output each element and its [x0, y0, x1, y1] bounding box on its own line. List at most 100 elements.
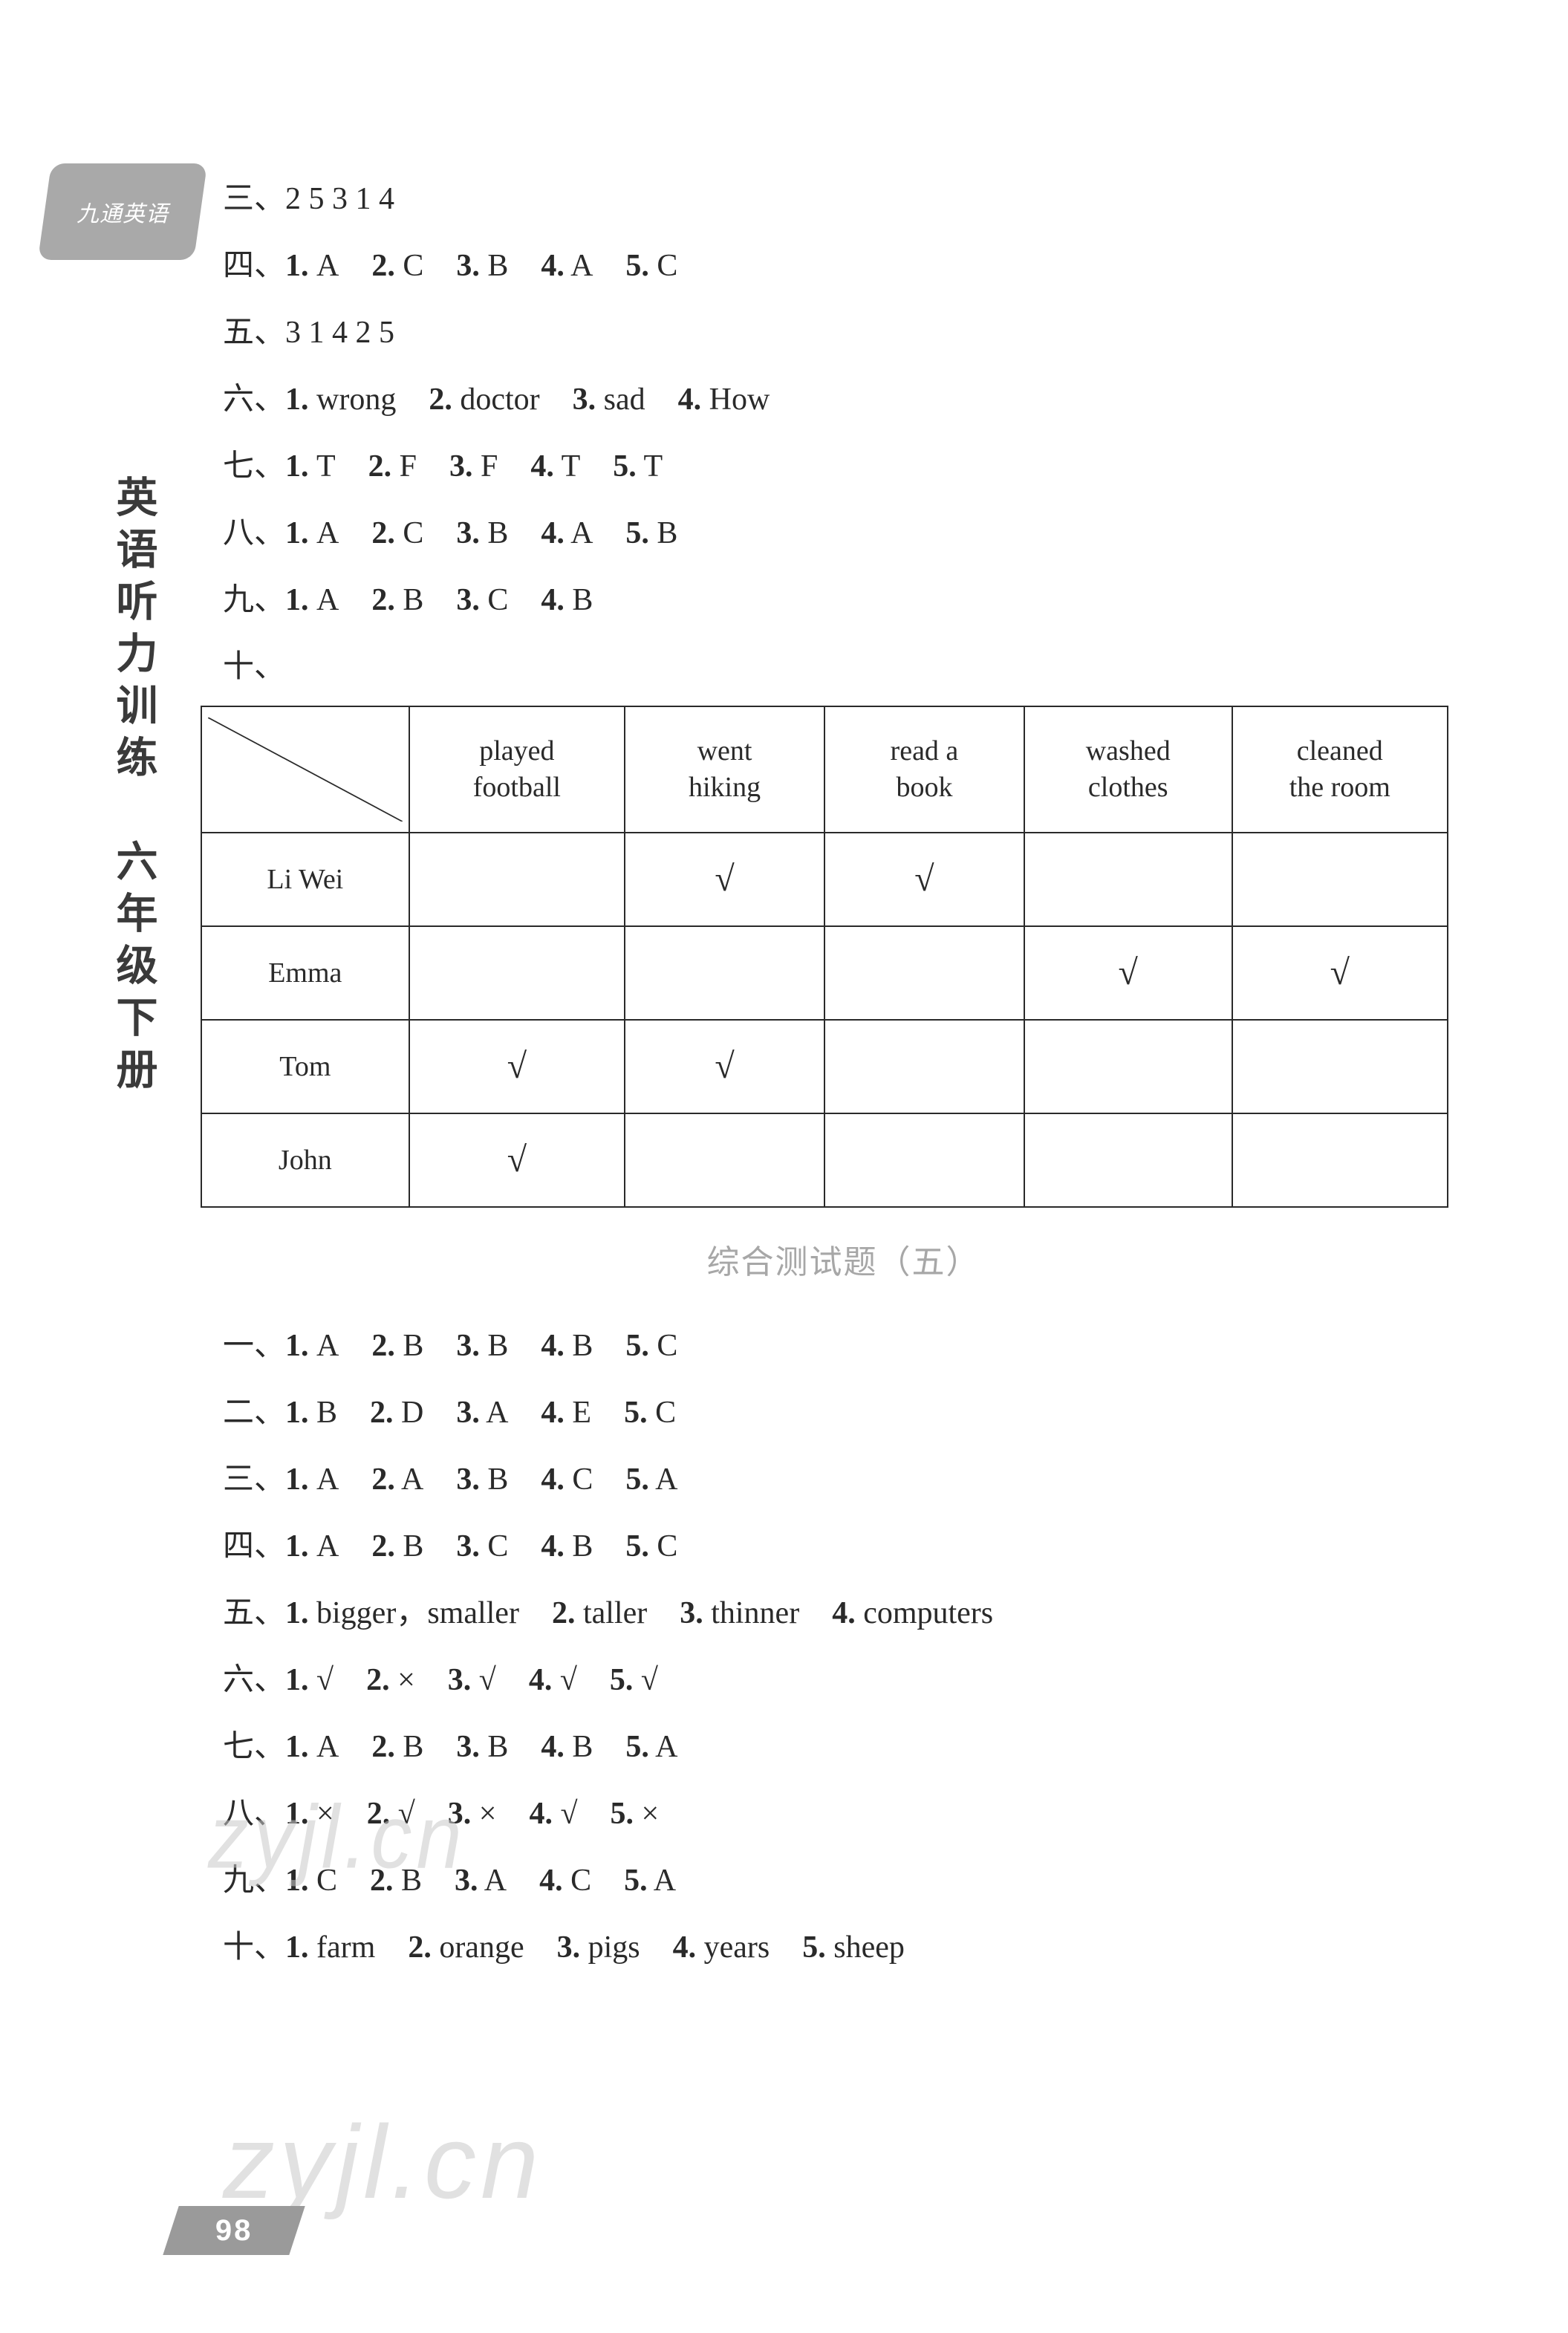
- test5-section-9: 九、1. C2. B3. A4. C5. A: [223, 1849, 1464, 1912]
- item-value: A: [655, 1462, 677, 1497]
- item-number: 3.: [456, 1529, 480, 1564]
- check-cell: [625, 1113, 824, 1207]
- table-column-header: wenthiking: [625, 706, 824, 833]
- item-value: F: [400, 449, 417, 484]
- item-value: E: [572, 1396, 591, 1430]
- item-value: C: [316, 1864, 337, 1898]
- item-number: 2.: [408, 1930, 432, 1965]
- item-number: 1.: [285, 1930, 309, 1965]
- item-value: ×: [479, 1797, 497, 1831]
- item-value: A: [570, 516, 593, 550]
- activities-table: playedfootballwenthikingread abookwashed…: [201, 706, 1448, 1208]
- item-number: 2.: [371, 1329, 395, 1363]
- item-number: 2.: [370, 1396, 394, 1430]
- item-value: C: [570, 1864, 591, 1898]
- item-number: 3.: [456, 1329, 480, 1363]
- row-name-cell: John: [201, 1113, 409, 1207]
- item-value: C: [487, 583, 508, 617]
- item-value: √: [316, 1663, 334, 1697]
- prefix: 四、: [223, 1529, 285, 1564]
- item-value: B: [403, 1730, 423, 1764]
- item-number: 5.: [625, 1462, 649, 1497]
- item-number: 4.: [541, 1329, 565, 1363]
- item-number: 2.: [371, 516, 395, 550]
- prefix: 七、: [223, 449, 285, 484]
- item-value: √: [560, 1663, 577, 1697]
- item-number: 4.: [678, 383, 702, 417]
- item-value: years: [704, 1930, 770, 1965]
- answers-section-9: 九、1. A2. B3. C4. B: [223, 569, 1464, 631]
- item-number: 2.: [371, 249, 395, 283]
- item-number: 2.: [367, 1797, 391, 1831]
- item-number: 1.: [285, 1596, 309, 1630]
- item-number: 5.: [625, 1529, 649, 1564]
- content-area: 三、2 5 3 1 4 四、1. A2. C3. B4. A5. C 五、3 1…: [223, 168, 1464, 1979]
- item-value: A: [316, 249, 339, 283]
- item-value: thinner: [711, 1596, 799, 1630]
- item-number: 2.: [371, 1462, 395, 1497]
- page: 九通英语 英语听力训练 六年级下册 三、2 5 3 1 4 四、1. A2. C…: [0, 0, 1568, 2333]
- row-name-cell: Tom: [201, 1020, 409, 1113]
- item-value: farm: [316, 1930, 375, 1965]
- answers-section-4: 四、1. A2. C3. B4. A5. C: [223, 235, 1464, 297]
- item-value: B: [572, 1730, 593, 1764]
- check-cell: [409, 833, 625, 926]
- item-value: √: [398, 1797, 415, 1831]
- item-value: A: [316, 583, 339, 617]
- value: 2 5 3 1 4: [285, 182, 394, 216]
- prefix: 八、: [223, 516, 285, 550]
- header-line: book: [831, 769, 1018, 806]
- item-number: 1.: [285, 383, 309, 417]
- item-value: bigger，smaller: [316, 1596, 519, 1630]
- item-value: sad: [604, 383, 645, 417]
- header-line: the room: [1239, 769, 1441, 806]
- item-value: C: [655, 1396, 676, 1430]
- item-number: 4.: [673, 1930, 697, 1965]
- table-column-header: playedfootball: [409, 706, 625, 833]
- item-number: 3.: [680, 1596, 703, 1630]
- item-number: 2.: [552, 1596, 576, 1630]
- item-value: A: [316, 1329, 339, 1363]
- item-number: 3.: [449, 449, 473, 484]
- prefix: 八、: [223, 1797, 285, 1831]
- item-value: C: [657, 249, 677, 283]
- item-number: 4.: [541, 516, 565, 550]
- test5-section-5: 五、1. bigger，smaller2. taller3. thinner4.…: [223, 1582, 1464, 1644]
- item-number: 5.: [625, 1329, 649, 1363]
- item-number: 1.: [285, 1663, 309, 1697]
- header-line: clothes: [1031, 769, 1226, 806]
- page-number-badge: 98: [163, 2206, 305, 2255]
- item-value: C: [487, 1529, 508, 1564]
- prefix: 六、: [223, 383, 285, 417]
- item-value: T: [644, 449, 663, 484]
- item-number: 5.: [613, 449, 637, 484]
- item-value: B: [572, 583, 593, 617]
- check-cell: √: [1024, 926, 1232, 1020]
- item-number: 1.: [285, 249, 309, 283]
- item-value: computers: [863, 1596, 993, 1630]
- check-icon: √: [1119, 953, 1138, 992]
- item-value: B: [487, 1329, 508, 1363]
- answers-section-8: 八、1. A2. C3. B4. A5. B: [223, 502, 1464, 564]
- table-row: John√: [201, 1113, 1448, 1207]
- item-value: ×: [642, 1797, 660, 1831]
- prefix: 七、: [223, 1730, 285, 1764]
- item-number: 2.: [370, 1864, 394, 1898]
- prefix: 五、: [223, 1596, 285, 1630]
- item-number: 3.: [448, 1663, 472, 1697]
- item-value: A: [316, 1529, 339, 1564]
- check-cell: √: [409, 1113, 625, 1207]
- item-number: 3.: [456, 516, 480, 550]
- item-value: B: [401, 1864, 422, 1898]
- check-icon: √: [715, 1047, 734, 1086]
- test5-section-10: 十、1. farm2. orange3. pigs4. years5. shee…: [223, 1916, 1464, 1979]
- header-line: read a: [831, 733, 1018, 769]
- logo-line1: 九通英语: [77, 202, 169, 227]
- prefix: 十、: [223, 1930, 285, 1965]
- item-number: 1.: [285, 583, 309, 617]
- item-number: 5.: [802, 1930, 826, 1965]
- item-value: doctor: [460, 383, 539, 417]
- check-icon: √: [715, 859, 734, 899]
- item-number: 1.: [285, 1529, 309, 1564]
- check-cell: [1024, 833, 1232, 926]
